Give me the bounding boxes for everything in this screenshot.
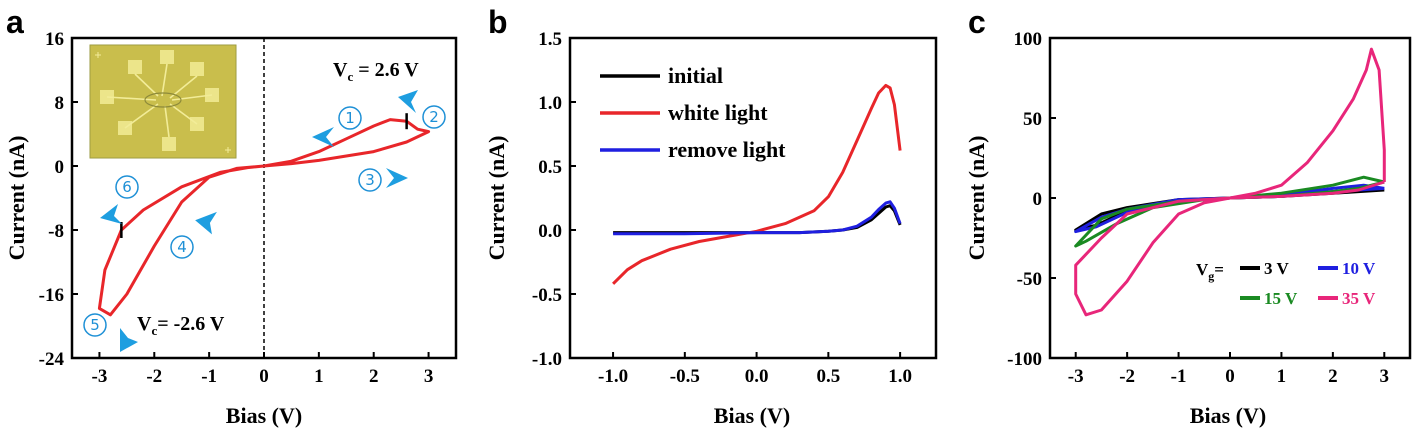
y-tick-label: -50: [1017, 269, 1042, 290]
x-tick-label: 1.0: [888, 366, 912, 387]
step-1-number: 1: [345, 109, 355, 127]
x-tick-label: 0: [259, 366, 269, 387]
y-tick-label: -8: [48, 221, 64, 242]
y-tick-label: 1.5: [538, 29, 562, 50]
y-tick-label: 50: [1023, 109, 1042, 130]
series-line-3-V: [1074, 186, 1385, 232]
vg-prefix: Vg=: [1196, 260, 1224, 283]
vc-positive-label: Vc = 2.6 V: [333, 59, 419, 84]
arrow-1-icon: [312, 127, 334, 147]
panel-c-xlabel: Bias (V): [1190, 403, 1266, 428]
step-2-number: 2: [429, 108, 439, 126]
step-3-number: 3: [365, 171, 375, 189]
series-line-white-light: [612, 83, 902, 285]
y-tick-label: -24: [39, 349, 65, 370]
arrow-5-icon: [120, 328, 138, 352]
panel-c-legend: Vg= 3 V 10 V 15 V 35 V: [1196, 259, 1376, 308]
step-1-marker: [338, 106, 362, 130]
series-line-a0: [97, 118, 431, 317]
series-line-initial: [613, 204, 902, 235]
y-tick-label: 0: [1033, 189, 1043, 210]
y-tick-label: 8: [55, 93, 65, 114]
y-tick-label: -1.0: [532, 349, 562, 370]
panel-b-legend: initial white light remove light: [600, 63, 786, 162]
panel-a-xlabel: Bias (V): [226, 403, 302, 428]
x-tick-label: -2: [1119, 366, 1135, 387]
y-tick-label: 1.0: [538, 93, 562, 114]
panel-b-axes-frame: [568, 36, 938, 360]
step-4-marker: [170, 235, 194, 259]
x-tick-label: 0.0: [745, 366, 769, 387]
x-tick-label: 1: [1277, 366, 1287, 387]
panel-a-ylabel: Current (nA): [4, 136, 29, 261]
y-tick-label: 100: [1014, 29, 1043, 50]
y-tick-label: -16: [39, 285, 64, 306]
y-tick-label: 0.0: [538, 221, 562, 242]
y-tick-label: 16: [45, 29, 64, 50]
panel-c-label: c: [968, 4, 986, 40]
series-line-35-V: [1074, 47, 1386, 317]
direction-arrows: [100, 90, 418, 352]
arrow-6-icon: [100, 204, 122, 224]
x-tick-label: -1.0: [598, 366, 628, 387]
arrow-3-icon: [386, 168, 408, 188]
panel-b-ylabel: Current (nA): [484, 136, 509, 261]
x-tick-label: 0: [1225, 366, 1235, 387]
step-5-marker: [83, 313, 107, 337]
legend-label: 35 V: [1342, 289, 1376, 308]
x-tick-label: 0.5: [816, 366, 840, 387]
arrow-4-icon: [195, 211, 217, 235]
step-3-marker: [358, 168, 382, 192]
x-tick-label: -3: [1068, 366, 1084, 387]
x-tick-label: 3: [1380, 366, 1390, 387]
y-tick-label: 0.5: [538, 157, 562, 178]
legend-label: initial: [668, 63, 723, 88]
x-tick-label: -3: [92, 366, 108, 387]
panel-a-label: a: [6, 4, 24, 40]
y-tick-label: 0: [55, 157, 65, 178]
legend-label: white light: [668, 100, 768, 125]
y-tick-label: -100: [1007, 349, 1042, 370]
legend-label: 15 V: [1264, 289, 1298, 308]
step-6-marker: [115, 175, 139, 199]
x-tick-label: -2: [146, 366, 162, 387]
arrow-2-icon: [398, 90, 418, 113]
panel-c: c -3 -2 -1 0 1 2 3 100 50 0 -50 -100 Bias (V) Curr…: [964, 4, 1412, 428]
device-micrograph-inset: [89, 44, 237, 159]
x-tick-label: 1: [314, 366, 324, 387]
legend-label: remove light: [668, 137, 786, 162]
x-tick-label: -1: [201, 366, 217, 387]
x-tick-label: -1: [1171, 366, 1187, 387]
y-tick-label: -0.5: [532, 285, 562, 306]
legend-label: 3 V: [1264, 259, 1289, 278]
x-tick-label: 3: [424, 366, 434, 387]
step-5-number: 5: [90, 316, 100, 334]
panel-b-xlabel: Bias (V): [714, 403, 790, 428]
panel-c-ylabel: Current (nA): [964, 136, 989, 261]
x-tick-label: -0.5: [670, 366, 700, 387]
series-line-remove-light: [613, 200, 902, 236]
step-6-number: 6: [122, 178, 132, 196]
vc-negative-label: Vc= -2.6 V: [137, 313, 225, 338]
x-tick-label: 2: [369, 366, 379, 387]
panel-b: b -1.0 -0.5 0.0 0.5 1.0 1.5 1.0 0.5 0.0 -0.5 -1.0…: [484, 4, 938, 428]
step-2-marker: [422, 105, 446, 129]
x-tick-label: 2: [1328, 366, 1338, 387]
panel-b-label: b: [488, 4, 508, 40]
step-4-number: 4: [177, 238, 187, 256]
legend-label: 10 V: [1342, 259, 1376, 278]
